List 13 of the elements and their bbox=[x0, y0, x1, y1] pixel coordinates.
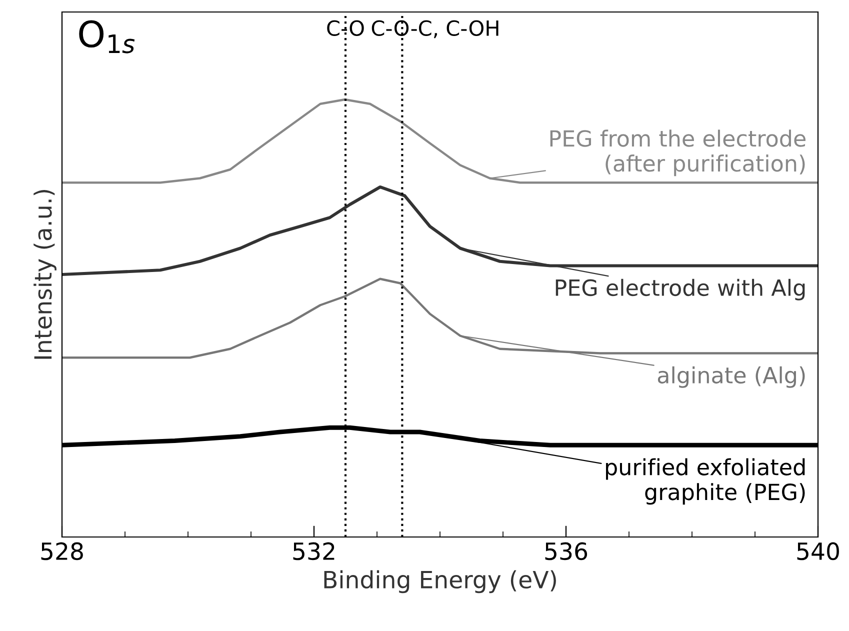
x-axis-title: Binding Energy (eV) bbox=[324, 570, 556, 594]
text: O$_{1s}$ bbox=[79, 20, 135, 54]
series-label: alginate (Alg) bbox=[658, 366, 805, 388]
x-tick-label: 528 bbox=[41, 542, 83, 560]
x-tick-label: 532 bbox=[293, 542, 334, 560]
series-label: purified exfoliated graphite (PEG) bbox=[606, 458, 805, 505]
ref-line-label: C-O-C, C-OH bbox=[372, 20, 498, 38]
y-axis-title: Intensity (a.u.) bbox=[34, 190, 56, 359]
ref-line-label: C-O bbox=[327, 20, 364, 36]
x-tick-label: 536 bbox=[545, 542, 588, 560]
x-tick-label: 540 bbox=[797, 542, 839, 560]
series-label: PEG from the electrode (after purification) bbox=[550, 130, 806, 176]
series-label: PEG electrode with Alg bbox=[556, 278, 805, 300]
